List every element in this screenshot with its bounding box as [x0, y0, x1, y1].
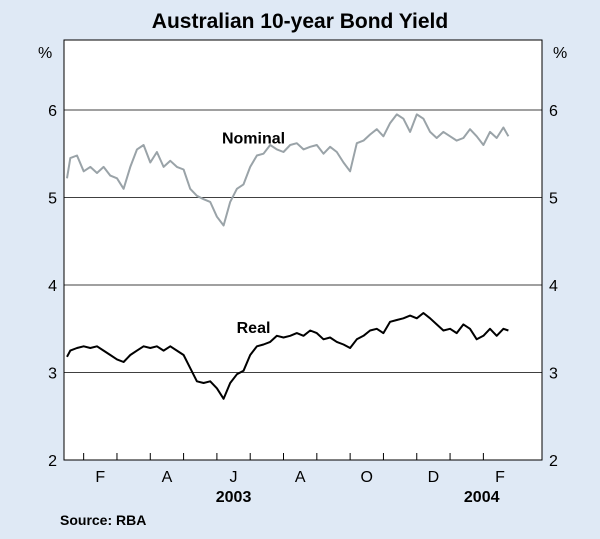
x-tick-label: D	[428, 469, 440, 486]
x-year-label: 2004	[464, 489, 500, 506]
x-tick-label: J	[230, 469, 238, 486]
series-line-nominal	[66, 113, 510, 227]
y-tick-label-right: 3	[549, 366, 558, 383]
y-axis-unit-left: %	[38, 45, 52, 62]
grid-layer	[64, 109, 542, 373]
y-tick-label-right: 4	[549, 278, 558, 295]
chart-title: Australian 10-year Bond Yield	[151, 10, 449, 33]
x-tick-label: F	[95, 469, 105, 486]
plot-area	[63, 39, 543, 461]
series-label: Real	[237, 320, 271, 337]
y-tick-label-right: 5	[549, 191, 558, 208]
y-axis-unit-right: %	[553, 45, 567, 62]
y-tick-label-left: 5	[48, 191, 57, 208]
y-tick-label-left: 2	[48, 453, 57, 470]
y-tick-label-left: 4	[48, 278, 57, 295]
x-tick-label: F	[495, 469, 505, 486]
x-tick-label: A	[162, 469, 173, 486]
x-tick-label: A	[295, 469, 306, 486]
y-tick-label-right: 6	[549, 103, 558, 120]
series-line-real	[66, 312, 509, 400]
y-tick-label-left: 3	[48, 366, 57, 383]
source-note: Source: RBA	[60, 512, 147, 528]
series-label: Nominal	[222, 130, 285, 147]
y-tick-label-left: 6	[48, 103, 57, 120]
series-layer	[66, 113, 510, 400]
y-tick-label-right: 2	[549, 453, 558, 470]
axis-layer: 2 2 3 3 4 4 5 5 6 6 F A J A O D F 2003 2004 Nominal Real	[48, 103, 558, 506]
x-year-label: 2003	[216, 489, 252, 506]
x-tick-label: O	[361, 469, 373, 486]
